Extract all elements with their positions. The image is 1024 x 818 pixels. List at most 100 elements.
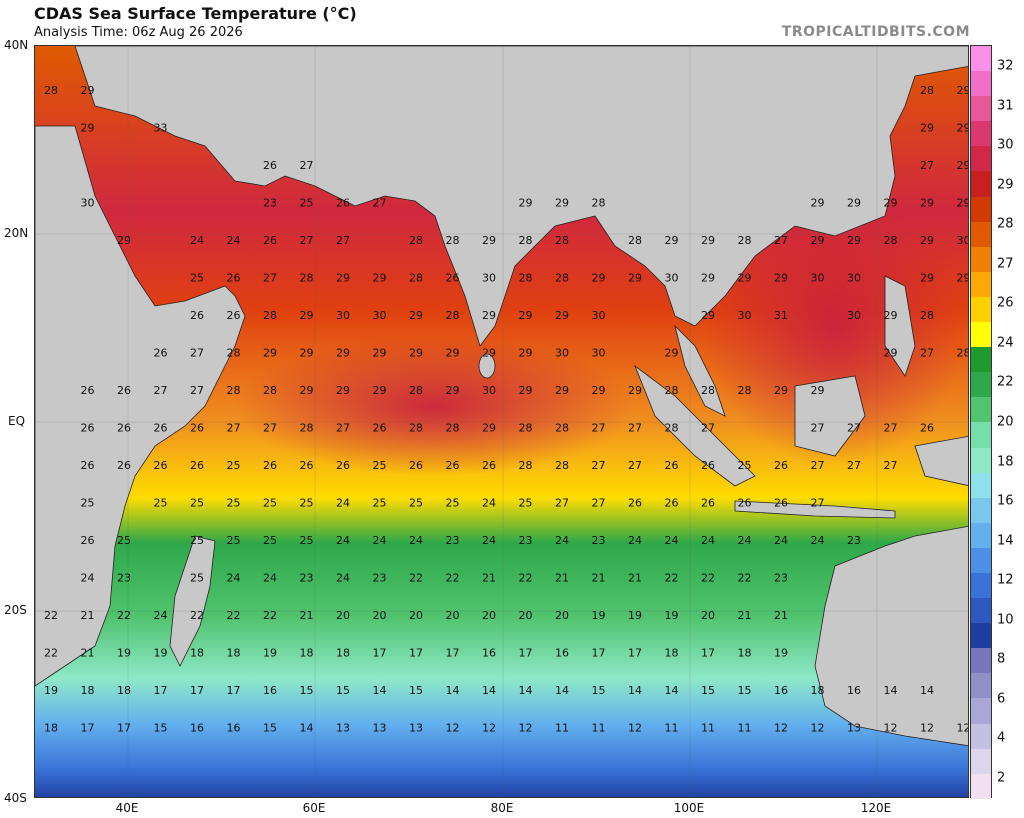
color-scale-label: 4 [997, 730, 1006, 746]
sst-value: 23 [847, 534, 861, 547]
sst-value: 12 [628, 722, 642, 735]
sst-value: 17 [519, 647, 533, 660]
sst-value: 29 [555, 309, 569, 322]
sst-value: 27 [920, 347, 934, 360]
sst-value: 26 [154, 422, 168, 435]
lon-label-60e: 60E [302, 801, 326, 815]
sst-value: 30 [847, 272, 861, 285]
sst-value: 21 [738, 609, 752, 622]
sst-value: 28 [884, 234, 898, 247]
sst-value: 25 [190, 572, 204, 585]
sst-value: 15 [738, 684, 752, 697]
color-scale-swatch [971, 748, 991, 774]
sst-value: 26 [81, 459, 95, 472]
sst-value: 19 [154, 647, 168, 660]
sst-value: 19 [592, 609, 606, 622]
sst-value: 30 [482, 384, 496, 397]
lon-label-40e: 40E [115, 801, 139, 815]
sst-value: 17 [81, 722, 95, 735]
sst-value: 28 [628, 234, 642, 247]
sst-value: 15 [154, 722, 168, 735]
sst-value: 20 [555, 609, 569, 622]
sst-value: 24 [811, 534, 825, 547]
sst-value: 17 [190, 684, 204, 697]
sst-value: 26 [665, 459, 679, 472]
sst-value: 24 [336, 572, 350, 585]
sst-value: 13 [373, 722, 387, 735]
sst-value: 22 [44, 647, 58, 660]
sst-value: 30 [482, 272, 496, 285]
sst-value: 28 [555, 234, 569, 247]
sst-value: 22 [701, 572, 715, 585]
sst-value: 27 [592, 422, 606, 435]
color-scale-label: 27 [997, 256, 1014, 272]
sst-value: 29 [300, 347, 314, 360]
sst-value: 28 [519, 459, 533, 472]
sst-value: 29 [957, 122, 970, 135]
landmass-philippines [884, 275, 916, 377]
sst-value: 14 [920, 684, 934, 697]
sst-value: 29 [920, 272, 934, 285]
sst-value: 29 [701, 272, 715, 285]
sst-value: 30 [592, 347, 606, 360]
sst-value: 33 [154, 122, 168, 135]
sst-value: 28 [409, 234, 423, 247]
sst-value: 28 [920, 84, 934, 97]
sst-value: 26 [336, 459, 350, 472]
sst-value: 24 [263, 572, 277, 585]
sst-value: 24 [336, 534, 350, 547]
sst-value: 17 [154, 684, 168, 697]
color-scale-swatch [971, 221, 991, 247]
sst-value: 27 [190, 384, 204, 397]
color-scale-swatch [971, 271, 991, 297]
lat-label-eq: EQ [8, 414, 26, 428]
sst-value: 27 [373, 197, 387, 210]
color-scale-label: 31 [997, 98, 1014, 114]
sst-value: 13 [847, 722, 861, 735]
color-scale-swatch [971, 623, 991, 649]
sst-value: 20 [482, 609, 496, 622]
sst-value: 25 [154, 497, 168, 510]
sst-value: 20 [373, 609, 387, 622]
sst-value: 29 [519, 197, 533, 210]
sst-value: 28 [519, 234, 533, 247]
sst-value: 18 [336, 647, 350, 660]
sst-value: 30 [847, 309, 861, 322]
sst-value: 26 [373, 422, 387, 435]
sst-value: 28 [263, 384, 277, 397]
sst-value: 26 [190, 309, 204, 322]
color-scale-swatch [971, 146, 991, 172]
sst-value: 27 [300, 234, 314, 247]
sst-value: 26 [154, 347, 168, 360]
sst-value: 24 [774, 534, 788, 547]
color-scale-swatch [971, 773, 991, 799]
sst-value: 14 [628, 684, 642, 697]
landmass-borneo [794, 375, 866, 457]
sst-value: 26 [300, 459, 314, 472]
sst-value: 25 [519, 497, 533, 510]
sst-value: 27 [920, 159, 934, 172]
sst-value: 28 [44, 84, 58, 97]
sst-value: 26 [774, 459, 788, 472]
sst-value: 26 [81, 384, 95, 397]
analysis-time: Analysis Time: 06z Aug 26 2026 [34, 25, 243, 40]
sst-value: 20 [701, 609, 715, 622]
sst-value: 29 [482, 422, 496, 435]
sst-value: 28 [409, 272, 423, 285]
sst-value: 21 [774, 609, 788, 622]
sst-value: 28 [227, 384, 241, 397]
sst-value: 24 [628, 534, 642, 547]
color-scale-label: 14 [997, 533, 1014, 549]
sst-value: 16 [263, 684, 277, 697]
sst-value: 24 [190, 234, 204, 247]
sst-value: 29 [409, 309, 423, 322]
sst-map: 28 29 28 29 29 29 33 29 29 28 26 27 27 29 30 30 23 25 26 27… [34, 45, 969, 798]
sst-value: 16 [774, 684, 788, 697]
color-scale-label: 10 [997, 612, 1014, 628]
sst-value: 25 [81, 497, 95, 510]
sst-value: 29 [519, 347, 533, 360]
sst-value: 18 [117, 684, 131, 697]
lon-label-120e: 120E [860, 801, 892, 815]
sst-value: 26 [117, 459, 131, 472]
sst-value: 25 [373, 459, 387, 472]
